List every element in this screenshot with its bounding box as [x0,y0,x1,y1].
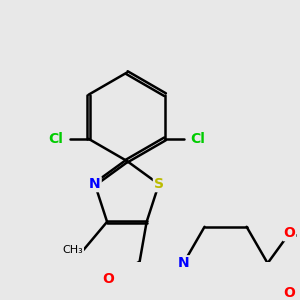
Text: O: O [284,286,296,300]
Text: S: S [154,177,164,191]
Text: CH₃: CH₃ [63,245,83,255]
Text: N: N [178,256,189,270]
Text: O: O [102,272,114,286]
Text: N: N [89,177,101,191]
Text: O: O [284,226,296,240]
Text: Cl: Cl [190,132,205,146]
Text: Cl: Cl [49,132,64,146]
